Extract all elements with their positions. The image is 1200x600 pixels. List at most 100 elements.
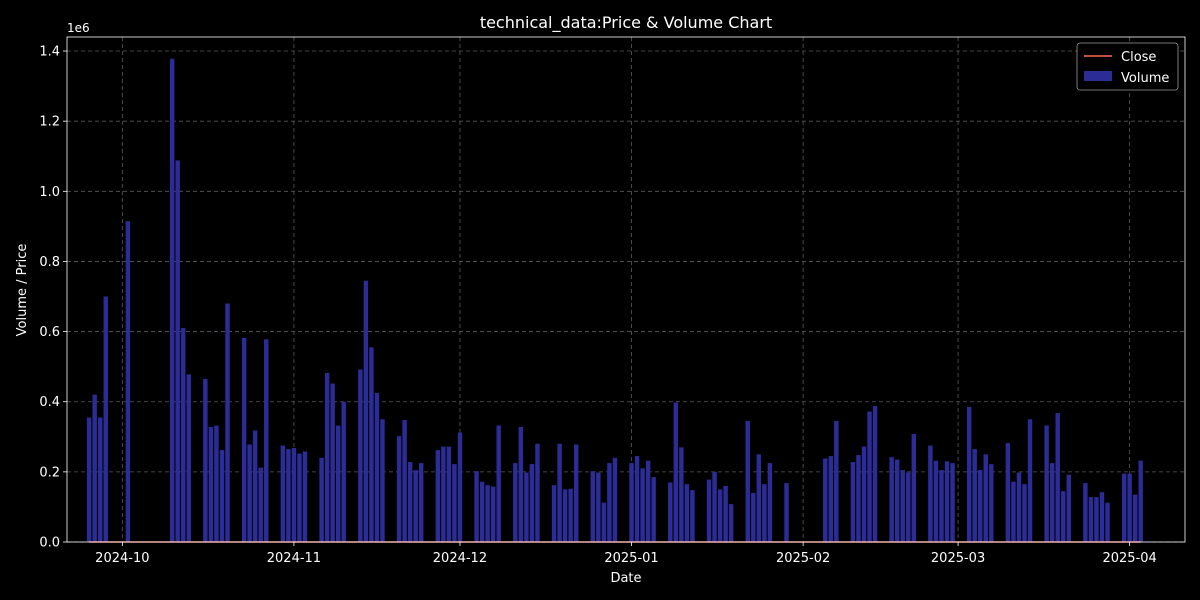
volume-bar	[330, 383, 335, 542]
volume-bar	[247, 444, 252, 542]
volume-bar	[872, 405, 878, 542]
volume-bar	[950, 463, 955, 542]
volume-bar	[1094, 497, 1099, 542]
volume-bar	[358, 369, 363, 542]
volume-bar	[933, 460, 939, 542]
volume-bar	[1132, 494, 1138, 542]
volume-bar	[651, 477, 656, 542]
y-axis-label: Volume / Price	[15, 244, 30, 337]
volume-bar	[264, 339, 269, 542]
volume-bar	[889, 457, 894, 542]
volume-bar	[319, 457, 324, 542]
volume-bar	[1121, 473, 1127, 542]
volume-bar	[286, 449, 291, 542]
volume-bar	[402, 419, 407, 542]
plot-frame	[66, 36, 1186, 543]
y-tick-label: 0.0	[39, 536, 60, 551]
volume-bar	[419, 463, 424, 542]
volume-bar	[407, 462, 413, 542]
volume-bar	[219, 450, 225, 542]
volume-bar	[1016, 472, 1022, 542]
volume-bar	[225, 303, 230, 542]
volume-bar	[966, 406, 972, 542]
volume-bar	[906, 472, 911, 542]
volume-bar	[634, 456, 640, 542]
volume-bar	[446, 446, 452, 542]
volume-bar	[280, 445, 286, 542]
volume-bar	[208, 426, 214, 542]
volume-bar	[1055, 412, 1060, 542]
volume-bar	[823, 458, 828, 542]
volume-bar	[1049, 463, 1055, 542]
volume-bar	[369, 347, 374, 542]
volume-bar	[756, 454, 762, 542]
volume-bar	[524, 472, 529, 542]
y-tick-label: 1.2	[39, 115, 60, 130]
volume-bar	[181, 328, 186, 542]
y-tick-label: 1.0	[39, 185, 60, 200]
volume-bar	[1027, 419, 1033, 542]
volume-bar	[712, 471, 717, 542]
volume-bar	[1022, 484, 1027, 542]
volume-bar	[557, 443, 562, 542]
volume-bar	[252, 430, 258, 542]
volume-bar	[944, 461, 950, 542]
volume-bar	[302, 451, 308, 542]
volume-bar	[745, 421, 750, 542]
y-tick-label: 0.4	[39, 395, 60, 410]
volume-bar	[784, 483, 789, 542]
volume-bar	[335, 425, 341, 542]
volume-bar	[723, 485, 728, 542]
volume-bar	[435, 450, 441, 542]
y-axis-ticks: 0.0 0.2 0.4 0.6 0.8 1.0 1.2 1.4	[39, 45, 67, 551]
volume-bar	[989, 464, 994, 542]
volume-bar	[684, 484, 690, 542]
volume-bar	[291, 448, 297, 542]
volume-bar	[214, 425, 219, 542]
legend-volume-label: Volume	[1121, 71, 1169, 86]
volume-bar	[513, 463, 518, 542]
volume-bar	[706, 479, 712, 542]
chart-title: technical_data:Price & Volume Chart	[480, 13, 772, 33]
x-tick-label: 2025-01	[604, 551, 658, 566]
volume-bar	[457, 432, 463, 542]
x-tick-label: 2025-03	[931, 551, 985, 566]
volume-bar	[297, 453, 302, 542]
legend-close-label: Close	[1121, 50, 1156, 65]
volume-bar	[1099, 492, 1105, 542]
volume-bar	[97, 417, 103, 542]
volume-bar	[1127, 473, 1132, 542]
volume-bar	[629, 463, 634, 542]
volume-bar	[324, 372, 330, 542]
volume-bar	[374, 392, 380, 542]
volume-bar	[596, 472, 601, 542]
volume-bar	[900, 470, 905, 542]
volume-bar	[939, 470, 944, 542]
y-tick-label: 0.2	[39, 465, 60, 480]
volume-bar	[1105, 502, 1110, 542]
volume-bar	[640, 468, 645, 542]
volume-bar	[612, 457, 618, 542]
volume-bar	[518, 426, 524, 542]
volume-bar	[728, 504, 734, 542]
x-tick-label: 2025-04	[1102, 551, 1156, 566]
y-tick-label: 0.6	[39, 325, 60, 340]
volume-bar	[762, 484, 767, 542]
volume-bar	[474, 471, 479, 542]
volume-bar	[380, 419, 385, 542]
volume-bar	[834, 421, 839, 542]
volume-bar	[535, 443, 540, 542]
volume-bar	[928, 445, 933, 542]
volume-bar	[413, 470, 418, 542]
volume-bar	[562, 489, 568, 542]
volume-bar	[861, 446, 867, 542]
volume-bar	[186, 374, 191, 542]
volume-bar	[673, 402, 679, 542]
legend-volume-swatch	[1084, 71, 1112, 81]
volume-bar	[972, 449, 977, 542]
volume-bar	[203, 378, 208, 542]
volume-bar	[258, 467, 263, 542]
y-axis-offset-label: 1e6	[67, 21, 90, 35]
volume-bar	[828, 456, 833, 542]
